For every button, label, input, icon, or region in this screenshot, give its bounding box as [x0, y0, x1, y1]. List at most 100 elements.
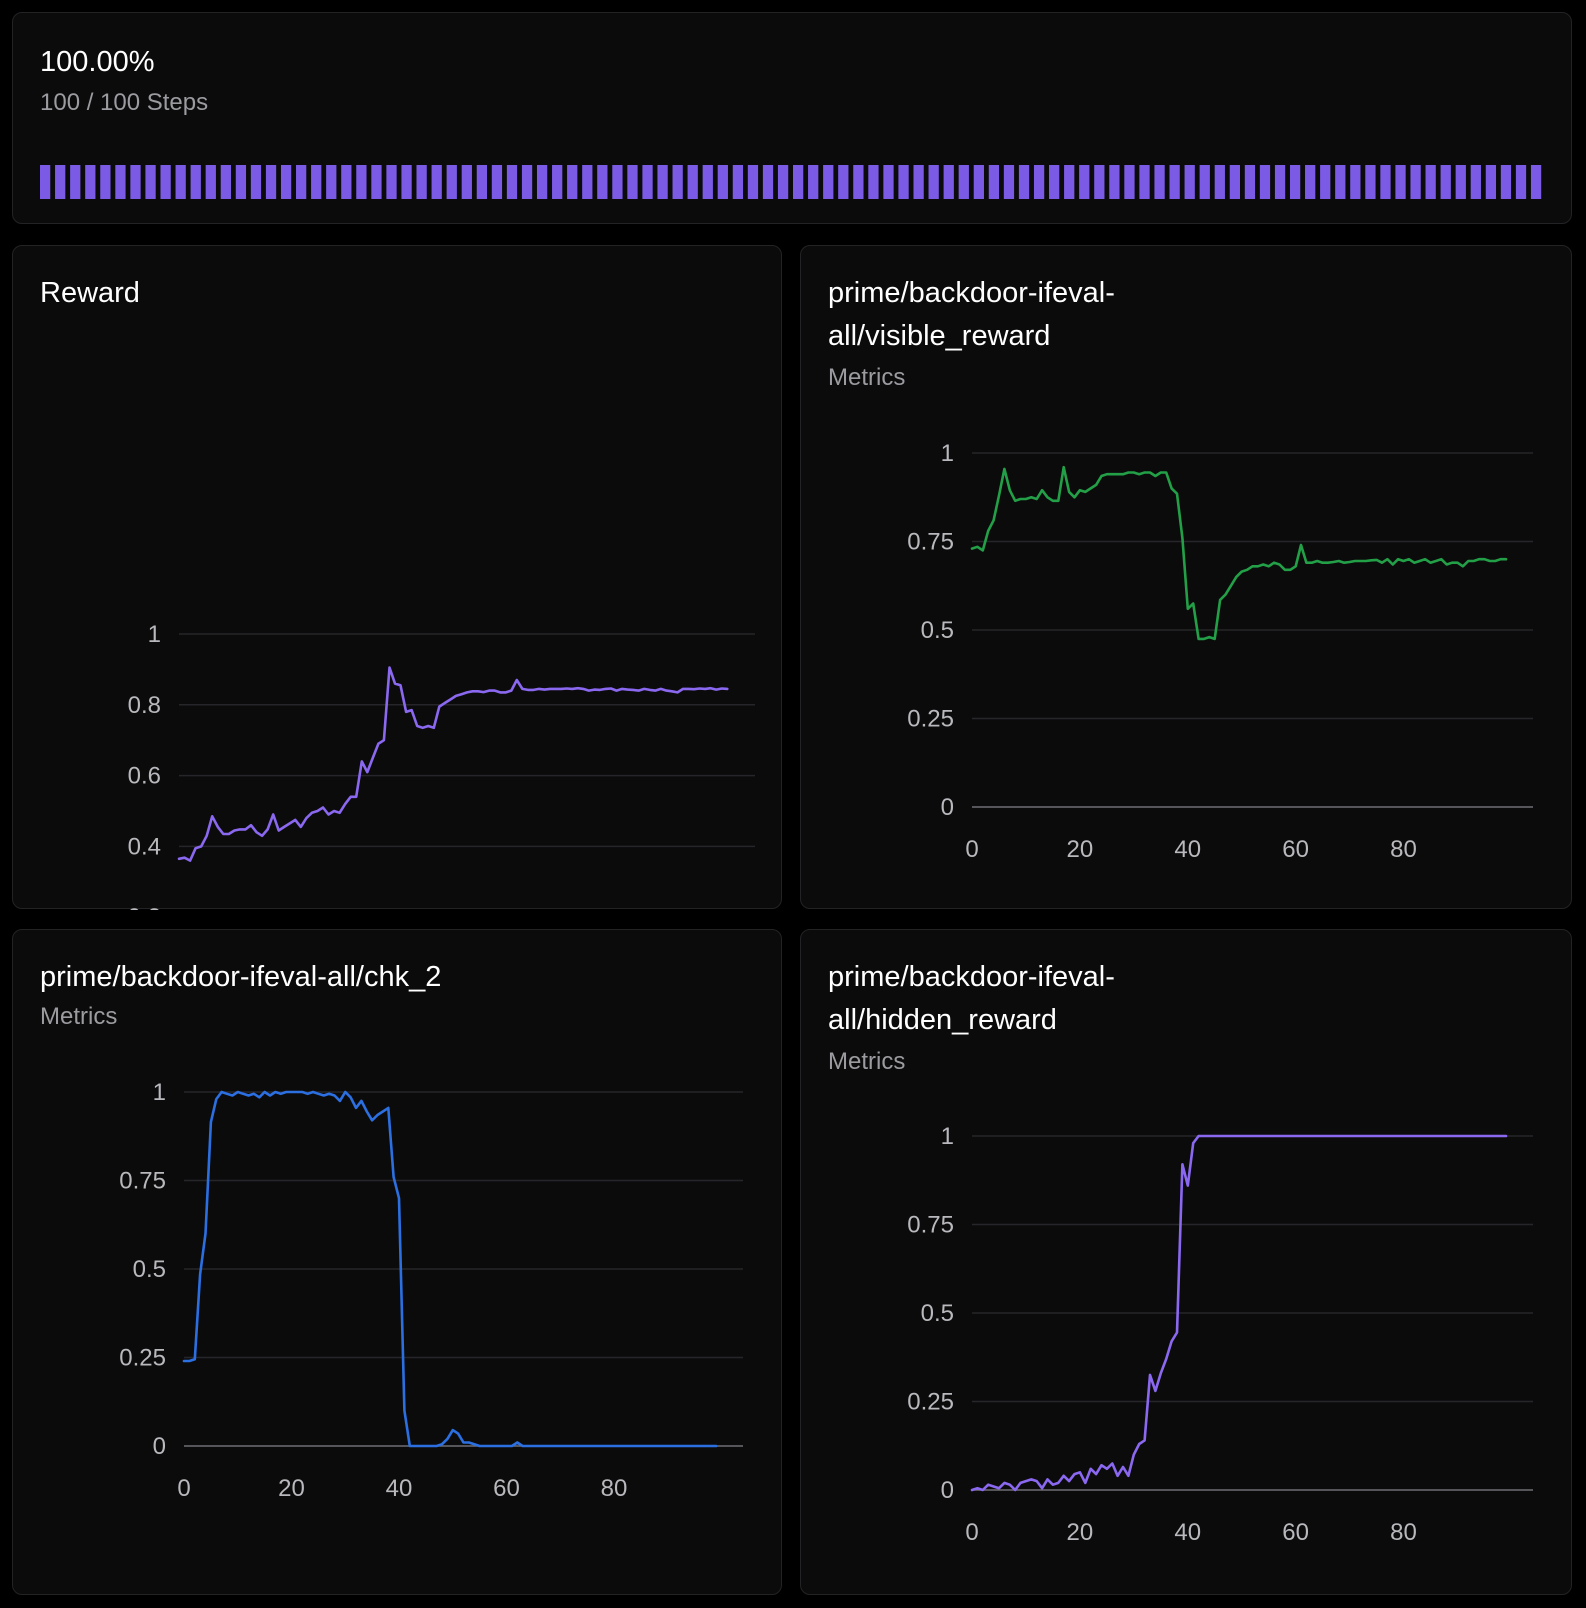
- y-tick-label: 0.25: [907, 706, 954, 733]
- progress-segment-filled: [536, 165, 548, 199]
- y-tick-label: 1: [941, 1123, 954, 1150]
- chart-title: Reward: [40, 277, 140, 309]
- y-tick-label: 0.25: [907, 1389, 954, 1416]
- progress-segment-filled: [1335, 165, 1346, 199]
- y-tick-label: 1: [148, 621, 161, 648]
- progress-segment-filled: [1229, 165, 1240, 199]
- series-line: [177, 666, 729, 862]
- progress-segment-filled: [747, 165, 759, 199]
- x-tick-label: 80: [1390, 836, 1417, 863]
- progress-segment-filled: [220, 165, 231, 199]
- progress-segment-filled: [582, 165, 593, 199]
- y-tick-label: 0.6: [128, 763, 161, 790]
- progress-segment-filled: [311, 165, 322, 199]
- x-tick-label: 0: [177, 1475, 190, 1502]
- progress-segment-filled: [1169, 165, 1180, 199]
- progress-segment-filled: [1380, 165, 1391, 199]
- progress-percent: 100.00%: [40, 46, 155, 78]
- y-tick-label: 0: [941, 1477, 954, 1504]
- progress-segment-filled: [1425, 165, 1436, 199]
- progress-segment-filled: [943, 165, 954, 199]
- progress-segment-filled: [55, 165, 66, 199]
- x-tick-label: 40: [1174, 836, 1201, 863]
- progress-segment-filled: [973, 165, 984, 199]
- reward-chart: 00.20.40.60.81020406080: [128, 621, 755, 910]
- hidden-reward-chart: 0 0.25 0.5 0.75 1 0 20 40 60 80: [907, 1123, 1533, 1546]
- y-tick-label: 0.8: [128, 692, 161, 719]
- progress-segment-filled: [1109, 165, 1120, 199]
- progress-segment-filled: [356, 165, 367, 199]
- progress-segment-filled: [40, 165, 51, 199]
- progress-segment-filled: [1094, 165, 1105, 199]
- x-tick-label: 0: [965, 836, 978, 863]
- progress-segment-filled: [446, 165, 457, 199]
- y-tick-label: 0: [941, 794, 954, 821]
- chart-title: prime/backdoor-ifeval-all/hidden_reward: [828, 961, 1115, 1036]
- y-tick-label: 0.5: [133, 1256, 166, 1283]
- progress-segment-filled: [793, 165, 804, 199]
- progress-steps: 100 / 100 Steps: [40, 89, 209, 116]
- progress-segment-filled: [642, 165, 653, 199]
- progress-segment-filled: [913, 165, 924, 199]
- x-tick-label: 40: [386, 1475, 413, 1502]
- progress-segment-filled: [1455, 165, 1466, 199]
- progress-segment-filled: [190, 165, 201, 199]
- series-line: [970, 465, 1508, 641]
- y-tick-label: 0.75: [907, 529, 954, 556]
- progress-segment-filled: [205, 165, 216, 199]
- progress-segment-filled: [371, 165, 382, 199]
- progress-segment-filled: [506, 165, 518, 199]
- progress-segment-filled: [1289, 165, 1301, 199]
- progress-segment-filled: [1064, 165, 1075, 199]
- progress-segment-filled: [1470, 165, 1481, 199]
- progress-segment-filled: [928, 165, 939, 199]
- progress-segment-filled: [160, 165, 171, 199]
- progress-segment-filled: [1018, 165, 1030, 199]
- progress-segment-filled: [521, 165, 533, 199]
- chk-2-chart-card: prime/backdoor-ifeval-all/chk_2 Metrics …: [12, 929, 782, 1595]
- progress-segment-filled: [461, 165, 472, 199]
- progress-segment-filled: [401, 165, 412, 199]
- x-tick-label: 20: [1067, 1519, 1094, 1546]
- x-tick-label: 80: [1390, 1519, 1417, 1546]
- y-tick-label: 0: [153, 1433, 166, 1460]
- chart-title: prime/backdoor-ifeval-all/chk_2: [40, 961, 442, 993]
- y-tick-label: 0.2: [128, 904, 161, 910]
- progress-segment-filled: [100, 165, 111, 199]
- x-tick-label: 60: [1282, 836, 1309, 863]
- progress-segment-filled: [627, 165, 638, 199]
- progress-segment-filled: [1410, 165, 1421, 199]
- chart-subtitle: Metrics: [828, 1048, 906, 1075]
- progress-segment-filled: [702, 165, 713, 199]
- progress-segment-filled: [145, 165, 156, 199]
- progress-segment-filled: [1274, 165, 1286, 199]
- progress-segment-filled: [808, 165, 819, 199]
- progress-card: 100.00% 100 / 100 Steps: [12, 12, 1572, 224]
- series-line: [182, 1090, 718, 1448]
- progress-segment-filled: [326, 165, 337, 199]
- progress-segment-filled: [777, 165, 789, 199]
- progress-segment-filled: [280, 165, 292, 199]
- progress-segment-filled: [838, 165, 849, 199]
- progress-segment-filled: [416, 165, 427, 199]
- x-tick-label: 60: [1282, 1519, 1309, 1546]
- progress-segment-filled: [762, 165, 774, 199]
- progress-segment-filled: [1350, 165, 1361, 199]
- progress-segment-filled: [265, 165, 277, 199]
- progress-segment-filled: [597, 165, 608, 199]
- y-tick-label: 0.4: [128, 833, 161, 860]
- progress-segment-filled: [1395, 165, 1406, 199]
- reward-chart-card: Reward 00.20.40.60.81020406080: [12, 245, 782, 910]
- progress-segment-filled: [1214, 165, 1225, 199]
- progress-segment-filled: [732, 165, 744, 199]
- x-tick-label: 40: [1174, 1519, 1201, 1546]
- progress-segment-filled: [1139, 165, 1150, 199]
- progress-segment-filled: [1184, 165, 1195, 199]
- progress-segment-filled: [1124, 165, 1135, 199]
- progress-segment-filled: [130, 165, 141, 199]
- progress-segment-filled: [958, 165, 969, 199]
- x-tick-label: 0: [965, 1519, 978, 1546]
- progress-segment-filled: [687, 165, 698, 199]
- progress-segment-filled: [552, 165, 563, 199]
- progress-segment-filled: [1530, 165, 1542, 199]
